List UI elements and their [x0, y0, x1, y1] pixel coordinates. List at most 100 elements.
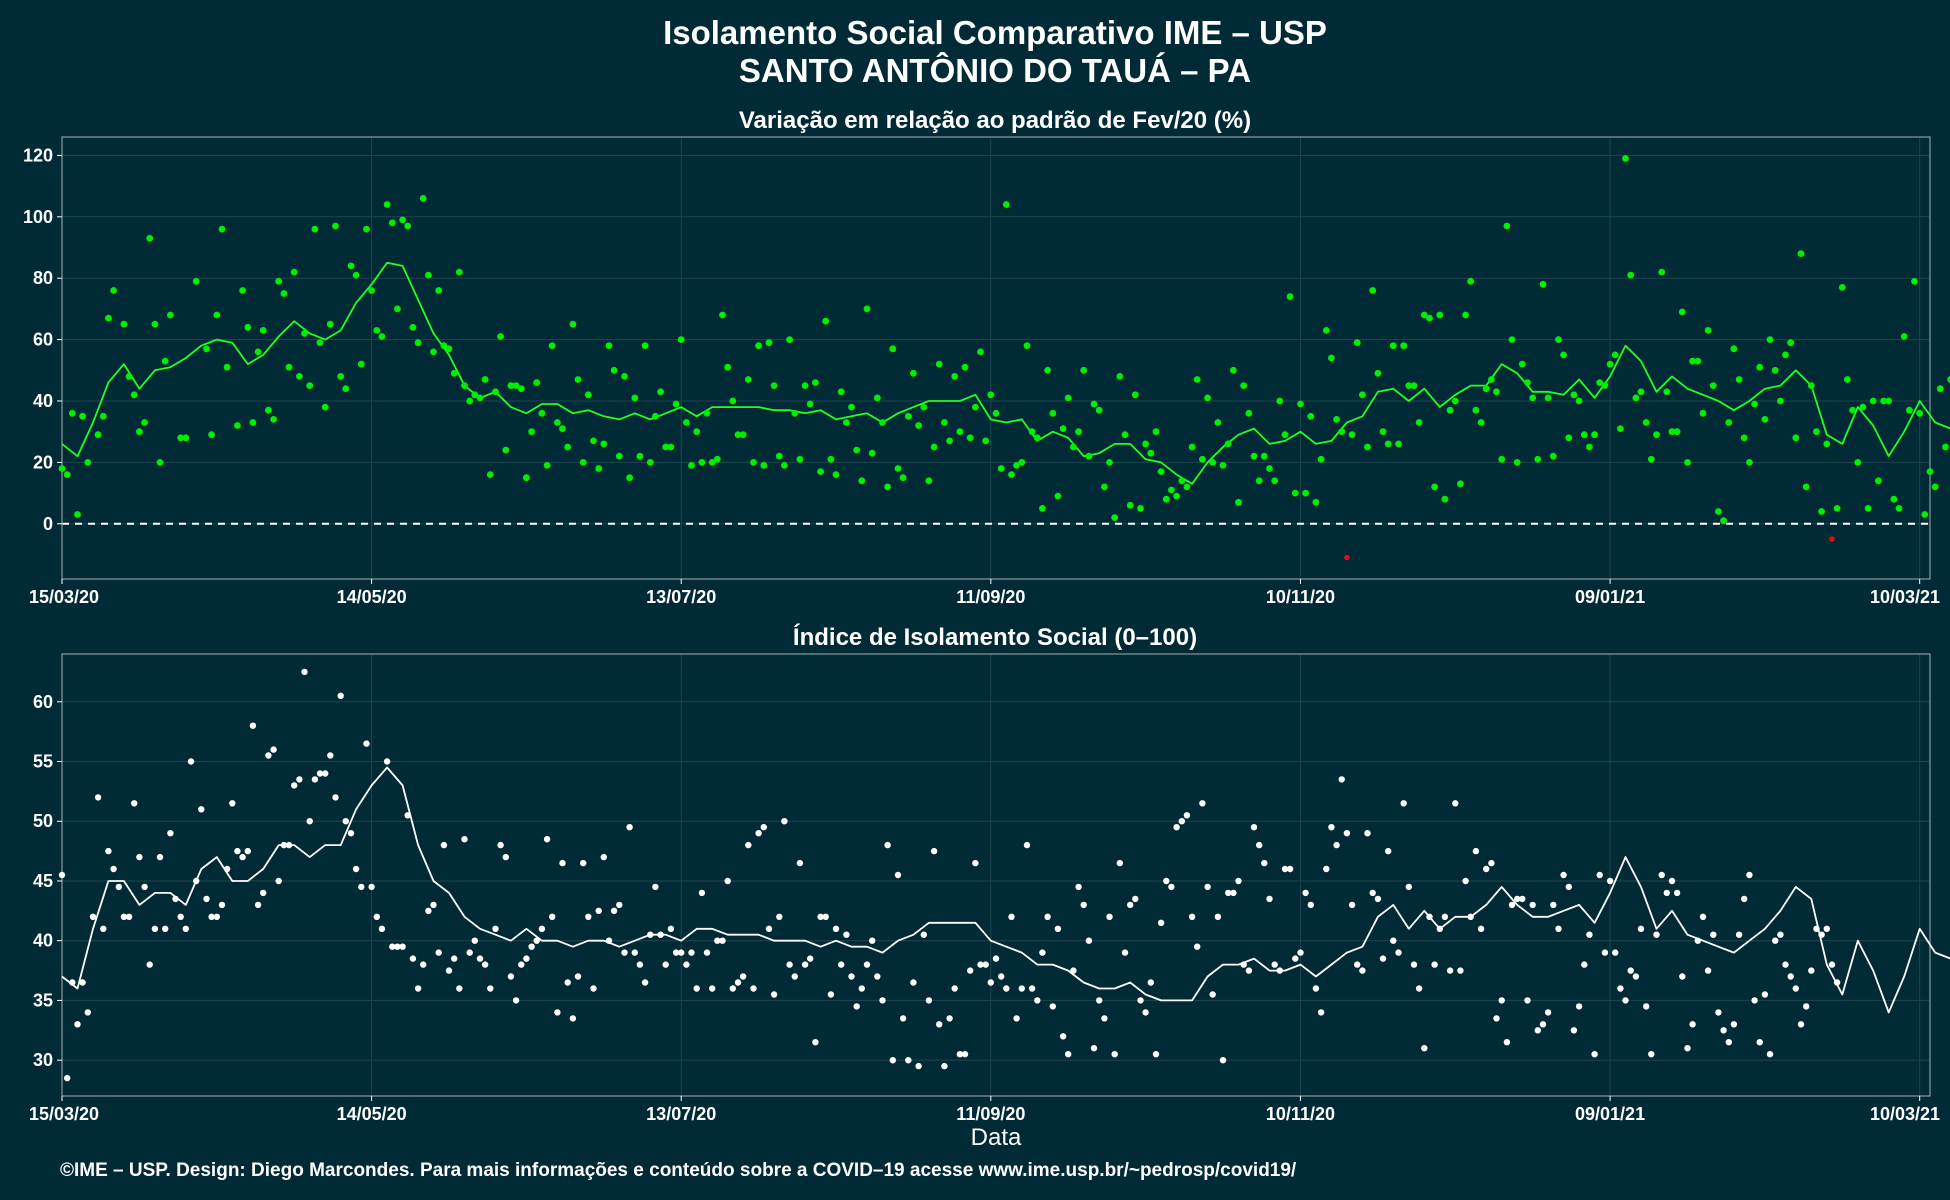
data-point	[1266, 465, 1273, 472]
data-point	[213, 913, 220, 920]
data-point	[1632, 973, 1640, 980]
data-point	[1518, 360, 1526, 368]
data-point	[1075, 428, 1082, 436]
data-point	[987, 979, 994, 986]
data-point	[342, 818, 349, 825]
data-point	[1328, 824, 1335, 831]
data-point	[977, 348, 984, 356]
data-point	[616, 901, 623, 909]
data-point	[1751, 997, 1758, 1004]
data-point	[136, 853, 143, 861]
data-point	[982, 961, 989, 968]
data-point	[1395, 949, 1402, 956]
data-point	[605, 342, 613, 350]
data-point	[290, 268, 298, 276]
data-point	[652, 883, 659, 891]
data-point	[647, 931, 654, 938]
data-point	[1807, 382, 1815, 389]
data-point	[1678, 308, 1686, 316]
data-point	[136, 428, 143, 436]
data-point	[1173, 824, 1180, 831]
data-point	[1033, 434, 1041, 442]
data-point	[1338, 428, 1346, 436]
data-point	[332, 794, 339, 801]
data-point	[507, 382, 515, 389]
data-point	[1276, 967, 1284, 974]
data-point	[1709, 382, 1717, 389]
data-point	[1436, 311, 1444, 319]
data-point	[1307, 901, 1315, 909]
data-point	[1818, 508, 1825, 515]
data-point	[1111, 514, 1119, 521]
data-point	[683, 419, 690, 426]
data-point	[1611, 351, 1619, 359]
data-point	[1126, 501, 1134, 509]
data-point	[1359, 967, 1366, 974]
data-point	[383, 201, 391, 208]
data-point	[99, 412, 107, 420]
data-point	[1343, 830, 1351, 837]
data-point	[1039, 505, 1046, 512]
data-point	[1658, 268, 1666, 276]
data-point	[1926, 468, 1934, 475]
data-point	[218, 225, 226, 233]
data-point	[378, 333, 386, 340]
data-point	[879, 997, 886, 1004]
data-point	[1823, 925, 1831, 932]
data-point	[1457, 967, 1464, 974]
data-point	[1766, 1051, 1774, 1058]
data-point	[1746, 459, 1753, 466]
data-point	[1555, 925, 1562, 932]
data-point	[941, 419, 948, 426]
data-point	[1281, 431, 1289, 439]
data-point	[972, 403, 979, 411]
data-point	[719, 311, 726, 319]
data-point	[853, 1003, 860, 1010]
data-point	[445, 967, 453, 974]
data-point	[662, 443, 670, 451]
data-point	[1452, 800, 1459, 807]
data-point	[347, 830, 355, 837]
data-point	[1328, 354, 1335, 362]
data-point	[306, 818, 313, 825]
data-point	[801, 382, 809, 389]
x-tick-label: 10/11/20	[1266, 1104, 1335, 1124]
data-point	[223, 865, 231, 873]
data-point	[677, 336, 685, 343]
data-point	[1028, 985, 1036, 992]
data-point	[1441, 495, 1449, 503]
data-point	[523, 474, 530, 482]
data-point	[1101, 483, 1108, 491]
data-point	[1121, 431, 1129, 439]
data-point	[1936, 385, 1944, 393]
data-point	[729, 985, 736, 992]
data-point	[492, 925, 499, 932]
data-point	[1059, 425, 1067, 432]
data-point	[1157, 919, 1165, 926]
data-point	[528, 428, 535, 436]
data-point	[1539, 280, 1547, 288]
data-point	[1627, 967, 1634, 974]
data-point	[1214, 913, 1222, 920]
data-point	[858, 985, 865, 992]
data-point	[270, 416, 277, 423]
data-point	[1173, 492, 1180, 500]
data-point	[796, 859, 804, 867]
data-point	[610, 366, 618, 374]
data-point	[394, 305, 401, 313]
data-point	[332, 222, 339, 230]
data-point	[1421, 1045, 1428, 1052]
data-point	[1183, 483, 1191, 491]
data-point	[791, 973, 798, 980]
data-point	[1508, 901, 1516, 909]
data-point	[1797, 1021, 1805, 1028]
data-point	[822, 913, 829, 920]
y-tick-label: 60	[33, 330, 53, 350]
moving-average-line	[61, 766, 1950, 1014]
data-point	[512, 382, 520, 389]
y-tick-label: 35	[33, 990, 53, 1010]
data-point	[1694, 937, 1702, 944]
data-point	[796, 455, 804, 463]
data-point	[1704, 327, 1712, 334]
data-point	[889, 1057, 896, 1064]
